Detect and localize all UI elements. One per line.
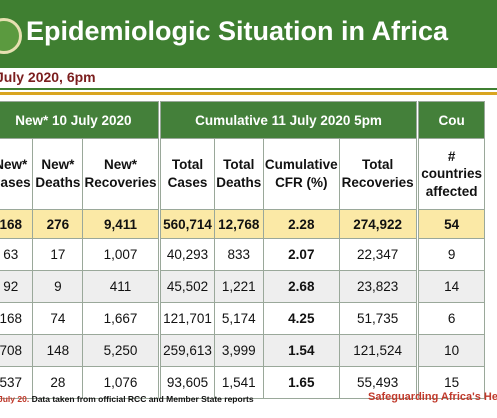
- cell-total-recoveries: 23,823: [338, 270, 417, 303]
- table-row: 168 74 1,667 121,701 5,174 4.25 51,735 6: [0, 302, 485, 335]
- cell-total-cases: 45,502: [160, 270, 215, 303]
- cell-new-cases: 537: [0, 366, 34, 399]
- col-total-recoveries: Total Recoveries: [338, 138, 417, 210]
- footer-tagline: Safeguarding Africa's Health: [368, 391, 497, 403]
- col-new-deaths: New* Deaths: [32, 138, 84, 210]
- col-total-deaths: Total Deaths: [213, 138, 264, 210]
- cell-total-deaths: 833: [213, 238, 264, 271]
- cell-countries: 15: [418, 366, 485, 399]
- cell-new-recoveries: 9,411: [82, 209, 159, 239]
- cell-new-deaths: 74: [32, 302, 84, 335]
- cell-countries: 9: [418, 238, 485, 271]
- group-new-header: New* 10 July 2020: [0, 101, 159, 139]
- cell-new-deaths: 28: [32, 366, 84, 399]
- column-header-row: New* Cases New* Deaths New* Recoveries T…: [0, 138, 485, 210]
- cell-total-deaths: 1,541: [213, 366, 264, 399]
- cell-total-deaths: 12,768: [213, 209, 264, 239]
- cell-new-cases: 708: [0, 334, 34, 367]
- col-total-cases: Total Cases: [160, 138, 215, 210]
- cell-new-deaths: 17: [32, 238, 84, 271]
- cell-countries: 54: [418, 209, 485, 239]
- title-banner: Epidemiologic Situation in Africa: [0, 0, 497, 68]
- cell-total-deaths: 5,174: [213, 302, 264, 335]
- cell-total-recoveries: 22,347: [338, 238, 417, 271]
- africa-cdc-logo-icon: [0, 18, 22, 54]
- case-summary-table: New* 10 July 2020 Cumulative 11 July 202…: [0, 101, 485, 399]
- cell-cfr: 2.28: [262, 209, 340, 239]
- cell-cfr: 2.07: [262, 238, 340, 271]
- table-row: 92 9 411 45,502 1,221 2.68 23,823 14: [0, 270, 485, 303]
- cell-new-recoveries: 5,250: [82, 334, 159, 367]
- divider-gold: [0, 92, 497, 95]
- cell-new-recoveries: 1,007: [82, 238, 159, 271]
- cell-total-cases: 40,293: [160, 238, 215, 271]
- cell-total-recoveries: 121,524: [338, 334, 417, 367]
- report-date: July 2020, 6pm: [0, 69, 96, 85]
- footnote-text: Data taken from official RCC and Member …: [31, 394, 254, 404]
- cell-total-cases: 560,714: [160, 209, 215, 239]
- cell-new-cases: 63: [0, 238, 34, 271]
- cell-countries: 14: [418, 270, 485, 303]
- cell-new-deaths: 9: [32, 270, 84, 303]
- cell-total-cases: 121,701: [160, 302, 215, 335]
- col-cumulative-cfr: Cumulative CFR (%): [262, 138, 340, 210]
- col-countries-affected: # countries affected: [418, 138, 485, 210]
- cell-new-cases: 168: [0, 209, 34, 239]
- cell-cfr: 1.65: [262, 366, 340, 399]
- cell-cfr: 4.25: [262, 302, 340, 335]
- table-row: 63 17 1,007 40,293 833 2.07 22,347 9: [0, 238, 485, 271]
- source-footnote: July 20. Data taken from official RCC an…: [0, 394, 254, 404]
- cell-countries: 6: [418, 302, 485, 335]
- cell-new-cases: 92: [0, 270, 34, 303]
- cell-new-recoveries: 1,076: [82, 366, 159, 399]
- cell-countries: 10: [418, 334, 485, 367]
- table-row-total: 168 276 9,411 560,714 12,768 2.28 274,92…: [0, 209, 485, 239]
- col-new-recoveries: New* Recoveries: [82, 138, 159, 210]
- cell-total-cases: 259,613: [160, 334, 215, 367]
- group-cumulative-header: Cumulative 11 July 2020 5pm: [160, 101, 417, 139]
- cell-total-deaths: 3,999: [213, 334, 264, 367]
- cell-new-cases: 168: [0, 302, 34, 335]
- cell-total-deaths: 1,221: [213, 270, 264, 303]
- cell-cfr: 2.68: [262, 270, 340, 303]
- cell-cfr: 1.54: [262, 334, 340, 367]
- table-row: 537 28 1,076 93,605 1,541 1.65 55,493 15: [0, 366, 485, 399]
- cell-new-recoveries: 1,667: [82, 302, 159, 335]
- group-header-row: New* 10 July 2020 Cumulative 11 July 202…: [0, 101, 485, 139]
- cell-total-cases: 93,605: [160, 366, 215, 399]
- table-row: 708 148 5,250 259,613 3,999 1.54 121,524…: [0, 334, 485, 367]
- cell-total-recoveries: 274,922: [338, 209, 417, 239]
- divider-green: [0, 88, 497, 90]
- page-title: Epidemiologic Situation in Africa: [26, 16, 449, 46]
- col-new-cases: New* Cases: [0, 138, 34, 210]
- cell-total-recoveries: 55,493: [338, 366, 417, 399]
- cell-new-deaths: 148: [32, 334, 84, 367]
- group-countries-header: Cou: [418, 101, 485, 139]
- footnote-date: July 20.: [0, 394, 30, 404]
- cell-total-recoveries: 51,735: [338, 302, 417, 335]
- cell-new-recoveries: 411: [82, 270, 159, 303]
- cell-new-deaths: 276: [32, 209, 84, 239]
